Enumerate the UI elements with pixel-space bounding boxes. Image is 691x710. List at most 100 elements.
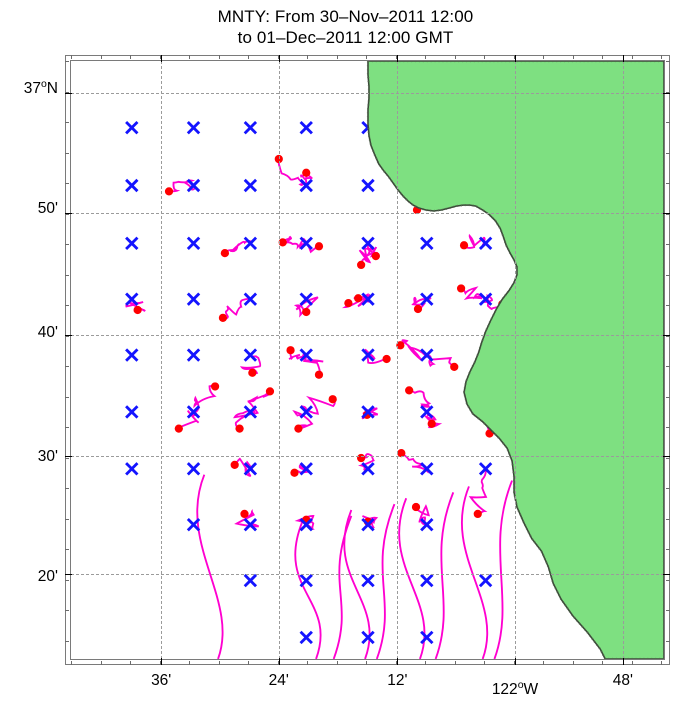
end-marker-x (299, 178, 313, 193)
end-marker-x (478, 292, 493, 306)
start-marker-dot (427, 419, 436, 428)
end-marker-x (186, 178, 201, 193)
end-marker-x (299, 348, 313, 362)
start-marker-dot (459, 241, 469, 250)
end-marker-x (243, 573, 258, 588)
end-marker-x (420, 348, 434, 362)
end-marker-x (186, 518, 201, 532)
end-marker-x (125, 178, 139, 193)
start-position-markers (133, 154, 529, 526)
start-marker-dot (174, 424, 183, 433)
coastline-path (367, 61, 664, 659)
map-plot-area: 10 km (65, 55, 670, 665)
title-line-1: MNTY: From 30–Nov–2011 12:00 (217, 7, 474, 26)
end-marker-x (361, 178, 375, 193)
end-marker-x (420, 405, 434, 419)
end-marker-x (125, 236, 139, 251)
end-marker-x (420, 462, 434, 476)
y-axis-label-0: 37oN (23, 78, 58, 98)
end-marker-x (125, 120, 139, 135)
end-marker-x (361, 630, 375, 645)
end-marker-x (361, 462, 375, 476)
end-marker-x (420, 518, 434, 532)
start-marker-dot (357, 260, 366, 270)
end-marker-x (420, 292, 434, 306)
start-marker-dot (371, 251, 380, 261)
start-marker-dot (344, 299, 353, 308)
end-marker-x (299, 292, 313, 306)
trajectory-path (294, 521, 322, 659)
end-marker-x (299, 462, 313, 476)
end-marker-x (243, 120, 258, 135)
end-marker-x (243, 178, 258, 193)
start-marker-dot (302, 168, 311, 177)
end-marker-x (125, 348, 139, 362)
start-marker-dot (294, 424, 303, 433)
x-axis-label-4: 48' (612, 672, 633, 689)
start-marker-dot (265, 387, 275, 396)
end-marker-x (299, 573, 313, 588)
end-marker-x (186, 120, 201, 135)
end-marker-x (243, 405, 258, 419)
start-marker-dot (164, 187, 174, 196)
trajectory-path (461, 286, 487, 301)
start-marker-dot (456, 284, 466, 293)
start-marker-dot (382, 354, 391, 364)
end-marker-x (361, 405, 375, 419)
trajectory-path (468, 468, 488, 515)
start-marker-dot (133, 305, 142, 315)
start-marker-dot (235, 424, 244, 433)
end-marker-x (420, 630, 434, 645)
end-marker-x (186, 292, 201, 306)
plot-frame-outer (65, 55, 670, 665)
end-marker-x (478, 236, 493, 251)
end-marker-x (361, 573, 375, 588)
start-marker-dot (397, 449, 406, 458)
end-marker-x (125, 292, 139, 306)
end-marker-x (361, 292, 375, 306)
end-marker-x (243, 348, 258, 362)
y-axis-label-4: 20' (37, 568, 58, 585)
start-marker-dot (220, 249, 230, 258)
x-axis-label-2: 12' (387, 672, 408, 689)
end-marker-x (243, 518, 258, 532)
x-axis-label-1: 24' (268, 672, 289, 689)
start-marker-dot (290, 468, 299, 477)
end-marker-x (420, 573, 434, 588)
start-marker-dot (248, 368, 257, 377)
trajectory-path (375, 503, 396, 659)
end-marker-x (299, 236, 313, 251)
trajectory-path (196, 474, 224, 659)
start-marker-dot (354, 294, 363, 303)
start-marker-dot (218, 313, 228, 322)
start-marker-dot (450, 362, 459, 371)
end-marker-x (478, 462, 493, 476)
y-axis-label-1: 50' (37, 200, 58, 217)
trajectory-path (247, 390, 273, 415)
figure-title: MNTY: From 30–Nov–2011 12:00 to 01–Dec–2… (0, 6, 691, 48)
end-marker-x (361, 348, 375, 362)
trajectory-path (222, 298, 251, 320)
end-marker-x (186, 348, 201, 362)
end-marker-x (299, 518, 313, 532)
y-axis-label-3: 30' (37, 448, 58, 465)
trajectory-path (300, 172, 313, 187)
trajectory-path (408, 389, 432, 413)
start-marker-dot (240, 509, 249, 519)
start-marker-dot (286, 346, 295, 355)
title-line-2: to 01–Dec–2011 12:00 GMT (237, 28, 454, 47)
end-marker-x (478, 573, 493, 588)
end-marker-x (299, 120, 313, 135)
end-marker-x (125, 405, 139, 419)
start-marker-dot (278, 238, 287, 247)
trajectory-path (281, 235, 307, 250)
start-marker-dot (411, 502, 421, 512)
end-marker-x (420, 236, 434, 251)
trajectory-path (460, 486, 489, 659)
end-marker-x (299, 630, 313, 645)
trajectory-path (239, 354, 262, 375)
start-marker-dot (314, 370, 324, 379)
y-axis-label-2: 40' (37, 324, 58, 341)
end-marker-x (243, 462, 258, 476)
